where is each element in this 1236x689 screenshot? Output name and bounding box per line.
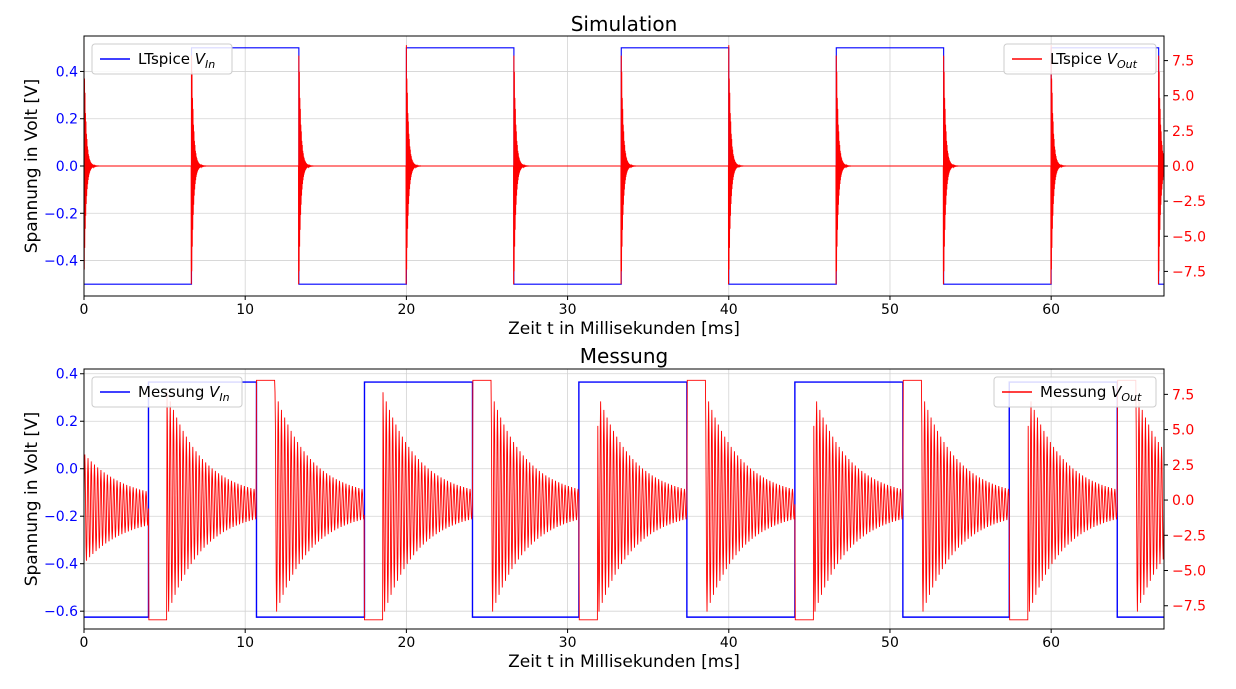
messung-legend-vout-box [993, 376, 1157, 408]
messung-legend-vin-label: Messung VIn [138, 383, 230, 404]
messung-x-tick-label: 0 [80, 635, 89, 651]
simulation-x-tick-label: 40 [720, 302, 738, 318]
simulation-x-ticks: 0 10 20 30 40 50 60 [80, 296, 1060, 318]
simulation-legend-vout-label: LTspice VOut [1050, 50, 1138, 71]
messung-x-tick-label: 40 [720, 635, 738, 651]
messung-right-tick-label: 5.0 [1172, 423, 1194, 439]
simulation-title: Simulation [571, 12, 678, 36]
messung-legend-vout: Messung VOut [993, 376, 1157, 408]
simulation-x-tick-label: 20 [397, 302, 415, 318]
simulation-x-label: Zeit t in Millisekunden [ms] [508, 319, 740, 339]
simulation-plot: Simulation 0 10 20 30 40 50 60 −0.4 −0.2 0.0 0.2 0… [22, 12, 1206, 339]
messung-right-ticks: −7.5 −5.0 −2.5 0.0 2.5 5.0 7.5 [1164, 387, 1206, 615]
simulation-left-tick-label: 0.2 [56, 112, 78, 128]
simulation-right-tick-label: 0.0 [1172, 159, 1194, 175]
simulation-vout-line [84, 45, 1164, 285]
simulation-left-tick-label: −0.4 [44, 254, 78, 270]
messung-series [84, 379, 1164, 621]
simulation-left-tick-label: 0.0 [56, 159, 78, 175]
simulation-right-ticks: −7.5 −5.0 −2.5 0.0 2.5 5.0 7.5 [1164, 54, 1206, 280]
simulation-right-tick-label: 2.5 [1172, 124, 1194, 140]
simulation-legend-vin-label: LTspice VIn [138, 50, 215, 71]
messung-left-tick-label: 0.4 [56, 367, 78, 383]
simulation-legend-vout: LTspice VOut [1003, 43, 1157, 75]
simulation-legend-vin: LTspice VIn [91, 43, 233, 75]
messung-left-ticks: −0.6 −0.4 −0.2 0.0 0.2 0.4 [44, 367, 84, 620]
messung-left-tick-label: 0.0 [56, 462, 78, 478]
messung-x-tick-label: 30 [559, 635, 577, 651]
messung-left-tick-label: 0.2 [56, 414, 78, 430]
messung-right-tick-label: 2.5 [1172, 458, 1194, 474]
messung-left-tick-label: −0.6 [44, 604, 78, 620]
simulation-series [84, 45, 1164, 285]
messung-x-tick-label: 60 [1042, 635, 1060, 651]
messung-legend-vin-box [91, 376, 243, 408]
messung-right-tick-label: −5.0 [1172, 564, 1206, 580]
messung-y-label: Spannung in Volt [V] [22, 412, 42, 587]
simulation-legend-vout-box [1003, 43, 1157, 75]
messung-x-tick-label: 50 [881, 635, 899, 651]
simulation-right-tick-label: −7.5 [1172, 264, 1206, 280]
simulation-right-tick-label: −2.5 [1172, 194, 1206, 210]
messung-legend-vin: Messung VIn [91, 376, 243, 408]
simulation-right-tick-label: 7.5 [1172, 54, 1194, 70]
messung-right-tick-label: 0.0 [1172, 493, 1194, 509]
messung-axes-frame [83, 368, 1165, 630]
simulation-x-tick-label: 0 [80, 302, 89, 318]
messung-x-tick-label: 20 [397, 635, 415, 651]
messung-right-tick-label: −7.5 [1172, 599, 1206, 615]
messung-title: Messung [580, 344, 668, 368]
messung-left-tick-label: −0.2 [44, 509, 78, 525]
simulation-left-tick-label: −0.2 [44, 206, 78, 222]
messung-x-ticks: 0 10 20 30 40 50 60 [80, 629, 1060, 651]
simulation-legend-vin-box [91, 43, 233, 75]
messung-right-tick-label: 7.5 [1172, 387, 1194, 403]
messung-x-label: Zeit t in Millisekunden [ms] [508, 652, 740, 672]
simulation-x-tick-label: 60 [1042, 302, 1060, 318]
simulation-y-label: Spannung in Volt [V] [22, 79, 42, 254]
messung-right-tick-label: −2.5 [1172, 528, 1206, 544]
simulation-left-ticks: −0.4 −0.2 0.0 0.2 0.4 [44, 64, 84, 270]
messung-legend-vout-label: Messung VOut [1040, 383, 1142, 404]
simulation-x-tick-label: 30 [559, 302, 577, 318]
simulation-x-tick-label: 50 [881, 302, 899, 318]
simulation-left-tick-label: 0.4 [56, 64, 78, 80]
messung-plot: Messung 0 10 20 30 40 50 60 −0.6 −0.4 −0.2 0.0 0.2… [22, 344, 1206, 672]
messung-x-tick-label: 10 [236, 635, 254, 651]
simulation-right-tick-label: 5.0 [1172, 89, 1194, 105]
simulation-right-tick-label: −5.0 [1172, 229, 1206, 245]
messung-left-tick-label: −0.4 [44, 557, 78, 573]
simulation-x-tick-label: 10 [236, 302, 254, 318]
messung-vout-line [84, 379, 1164, 621]
